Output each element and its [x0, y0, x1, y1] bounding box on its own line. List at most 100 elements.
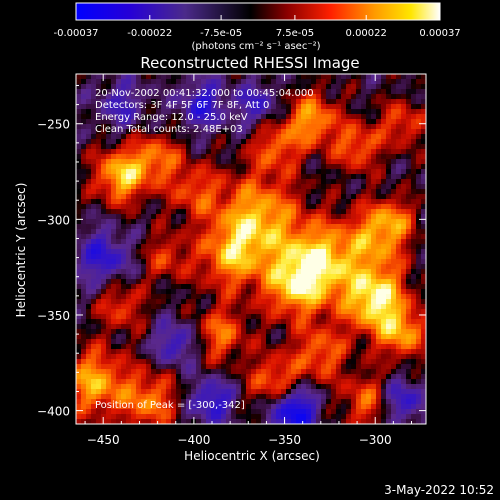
heatmap-cell: [146, 139, 152, 145]
heatmap-cell: [206, 304, 212, 310]
y-tick-label: −250: [37, 118, 70, 132]
heatmap-cell: [231, 294, 237, 300]
heatmap-cell: [96, 229, 102, 235]
heatmap-cell: [366, 284, 372, 290]
heatmap-cell: [396, 104, 402, 110]
heatmap-cell: [296, 369, 302, 375]
heatmap-cell: [296, 84, 302, 90]
heatmap-cell: [191, 414, 197, 420]
heatmap-cell: [281, 414, 287, 420]
heatmap-cell: [316, 279, 322, 285]
heatmap-cell: [226, 339, 232, 345]
heatmap-cell: [126, 289, 132, 295]
heatmap-cell: [86, 169, 92, 175]
heatmap-cell: [276, 234, 282, 240]
heatmap-cell: [256, 269, 262, 275]
heatmap-cell: [401, 214, 407, 220]
heatmap-cell: [181, 404, 187, 410]
heatmap-cell: [416, 259, 422, 265]
heatmap-cell: [386, 284, 392, 290]
heatmap-cell: [171, 259, 177, 265]
heatmap-cell: [401, 274, 407, 280]
heatmap-cell: [201, 189, 207, 195]
heatmap-cell: [261, 179, 267, 185]
heatmap-cell: [276, 364, 282, 370]
heatmap-cell: [331, 229, 337, 235]
heatmap-cell: [106, 349, 112, 355]
heatmap-cell: [271, 254, 277, 260]
heatmap-cell: [136, 264, 142, 270]
heatmap-cell: [106, 139, 112, 145]
heatmap-cell: [281, 79, 287, 85]
heatmap-cell: [181, 419, 187, 425]
heatmap-cell: [181, 344, 187, 350]
heatmap-cell: [111, 104, 117, 110]
heatmap-cell: [126, 419, 132, 425]
heatmap-cell: [201, 419, 207, 425]
heatmap-cell: [176, 149, 182, 155]
heatmap-cell: [336, 379, 342, 385]
heatmap-cell: [316, 154, 322, 160]
heatmap-cell: [76, 109, 82, 115]
heatmap-cell: [201, 254, 207, 260]
heatmap-cell: [396, 379, 402, 385]
heatmap-cell: [291, 209, 297, 215]
heatmap-cell: [181, 119, 187, 125]
heatmap-cell: [101, 124, 107, 130]
heatmap-cell: [161, 184, 167, 190]
heatmap-cell: [146, 419, 152, 425]
heatmap-cell: [116, 319, 122, 325]
heatmap-cell: [371, 149, 377, 155]
heatmap-cell: [186, 369, 192, 375]
heatmap-cell: [181, 104, 187, 110]
heatmap-cell: [286, 324, 292, 330]
heatmap-cell: [106, 374, 112, 380]
heatmap-cell: [291, 199, 297, 205]
heatmap-cell: [346, 259, 352, 265]
heatmap-cell: [421, 279, 427, 285]
heatmap-cell: [291, 299, 297, 305]
heatmap-cell: [146, 119, 152, 125]
heatmap-cell: [286, 334, 292, 340]
heatmap-cell: [281, 119, 287, 125]
heatmap-cell: [211, 394, 217, 400]
heatmap-cell: [376, 244, 382, 250]
heatmap-cell: [231, 379, 237, 385]
heatmap-cell: [261, 409, 267, 415]
heatmap-cell: [216, 289, 222, 295]
heatmap-cell: [416, 284, 422, 290]
heatmap-cell: [211, 214, 217, 220]
heatmap-cell: [366, 169, 372, 175]
heatmap-cell: [416, 279, 422, 285]
heatmap-cell: [106, 359, 112, 365]
heatmap-cell: [331, 74, 337, 80]
heatmap-cell: [361, 299, 367, 305]
heatmap-cell: [286, 184, 292, 190]
heatmap-cell: [371, 289, 377, 295]
heatmap-cell: [301, 79, 307, 85]
heatmap-cell: [101, 244, 107, 250]
heatmap-cell: [146, 114, 152, 120]
heatmap-cell: [196, 94, 202, 100]
heatmap-cell: [341, 329, 347, 335]
heatmap-cell: [261, 229, 267, 235]
heatmap-cell: [311, 74, 317, 80]
heatmap-cell: [396, 274, 402, 280]
heatmap-cell: [231, 154, 237, 160]
heatmap-cell: [136, 374, 142, 380]
heatmap-cell: [121, 259, 127, 265]
heatmap-cell: [231, 304, 237, 310]
heatmap-cell: [396, 164, 402, 170]
heatmap-cell: [121, 254, 127, 260]
heatmap-cell: [371, 254, 377, 260]
heatmap-cell: [116, 184, 122, 190]
heatmap-cell: [406, 244, 412, 250]
heatmap-cell: [76, 264, 82, 270]
heatmap-cell: [191, 254, 197, 260]
heatmap-cell: [406, 114, 412, 120]
heatmap-cell: [296, 294, 302, 300]
heatmap-cell: [81, 259, 87, 265]
heatmap-cell: [136, 204, 142, 210]
heatmap-cell: [371, 329, 377, 335]
heatmap-cell: [251, 304, 257, 310]
